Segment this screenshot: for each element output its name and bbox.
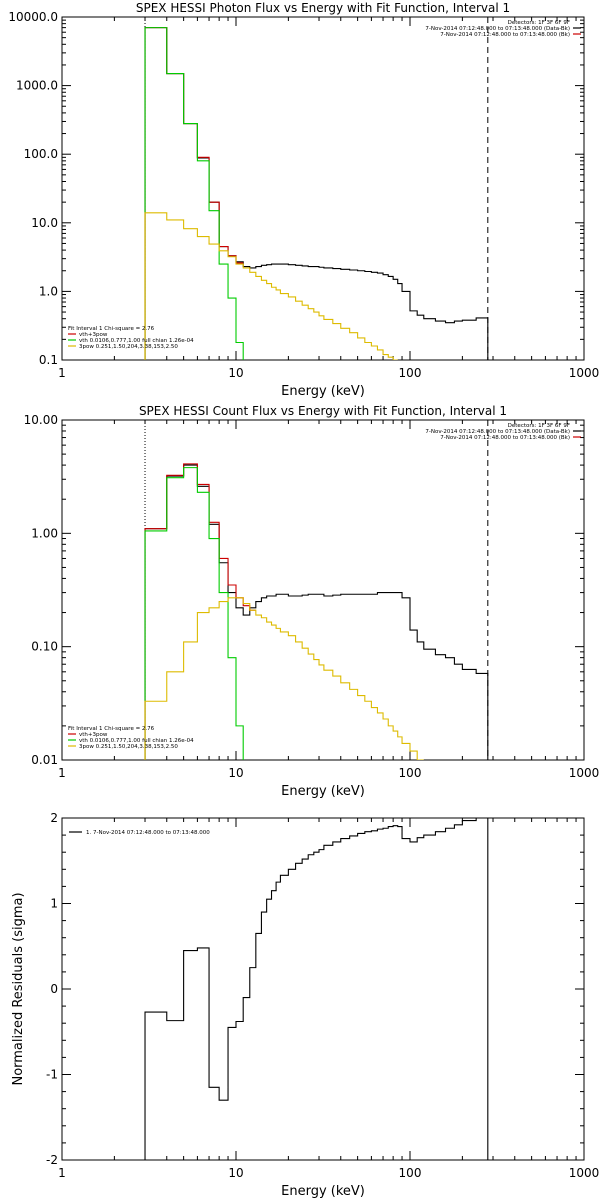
panel3-series-1-line	[144, 818, 489, 1160]
panel3-x-tick-label: 1	[58, 1166, 66, 1180]
panel2-series-1-line	[144, 464, 489, 760]
panel1-y-tick-label: 10.0	[31, 216, 58, 230]
panel1-x-tick-label: 100	[399, 366, 422, 380]
panel2-y-tick-label: 1.00	[31, 526, 58, 540]
panel1-y-tick-label: 1.0	[39, 284, 58, 298]
panel3-x-tick-label: 10	[228, 1166, 243, 1180]
panel2-legend-bl-entry: vth 0.0106,0.777,1.00 full chian 1.26e-0…	[79, 738, 194, 744]
panel1-legend-tr-entry: 7-Nov-2014 07:12:48.000 to 07:13:48.000 …	[440, 32, 570, 38]
panel2-plot-frame	[61, 419, 585, 761]
panel2-legend-bl-entry: 3pow 0.251,1.50,204,3.38,153,2.50	[79, 744, 178, 750]
panel1-plot-frame	[61, 16, 585, 361]
panel3-y-tick-label: 2	[50, 811, 58, 825]
panel2-y-tick-label: 0.01	[31, 753, 58, 767]
panel2-x-tick-label: 1	[58, 766, 66, 780]
panel3-y-tick-label: 1	[50, 897, 58, 911]
panel1-legend-bl-entry: vth 0.0106,0.777,1.00 full chian 1.26e-0…	[79, 338, 194, 344]
panel2-legend-tr-entry: 7-Nov-2014 07:12:48.000 to 07:13:48.000 …	[440, 435, 570, 441]
panel2-x-tick-label: 1000	[569, 766, 600, 780]
panel1-series-4-line	[144, 212, 398, 360]
panel3-y-tick-label: 0	[50, 982, 58, 996]
panel3-x-tick-label: 1000	[569, 1166, 600, 1180]
panel1-y-tick-label: 1000.0	[16, 79, 58, 93]
panel2-x-tick-label: 100	[399, 766, 422, 780]
panel1-y-tick-label: 0.1	[39, 353, 58, 367]
panel2-legend-bl-entry: vth+3pow	[79, 732, 108, 738]
panel1-legend-bl-entry: vth+3pow	[79, 332, 108, 338]
panel2-series-3-line	[144, 467, 244, 760]
panel3-plot-frame	[61, 817, 585, 1161]
panel2-x-axis-label: Energy (keV)	[281, 784, 365, 799]
panel2-legend-tr-entry: Detectors: 1F 3F 6F 9F	[508, 423, 570, 429]
panel2-legend-tr-entry: 7-Nov-2014 07:12:48.000 to 07:13:48.000 …	[425, 429, 570, 435]
panel2-x-tick-label: 10	[228, 766, 243, 780]
panel1-y-tick-label: 100.0	[24, 147, 58, 161]
panel1-legend-bl-entry: Fit Interval 1 Chi-square = 2.76	[68, 326, 155, 332]
panel2-y-tick-label: 10.00	[24, 413, 58, 427]
panel1-legend-tr-entry: Detectors: 1F 3F 6F 9F	[508, 20, 570, 26]
panel2-y-tick-label: 0.10	[31, 640, 58, 654]
panel2-legend-bl-entry: Fit Interval 1 Chi-square = 2.76	[68, 726, 155, 732]
panel3-y-tick-label: -2	[46, 1153, 58, 1167]
panel3-y-tick-label: -1	[46, 1068, 58, 1082]
panel1-x-axis-label: Energy (keV)	[281, 384, 365, 399]
panel1-x-tick-label: 10	[228, 366, 243, 380]
panel1-legend-bl-entry: 3pow 0.251,1.50,204,3.38,153,2.50	[79, 344, 178, 350]
panel3-y-axis-label: Normalized Residuals (sigma)	[11, 892, 26, 1085]
panel1-series-3-line	[144, 27, 244, 360]
panel1-chart-title: SPEX HESSI Photon Flux vs Energy with Fi…	[136, 1, 510, 15]
panel3-x-axis-label: Energy (keV)	[281, 1184, 365, 1199]
panel2-series-4-line	[144, 597, 424, 760]
panel1-x-tick-label: 1	[58, 366, 66, 380]
panel3-legend-tl-entry: 1. 7-Nov-2014 07:12:48.000 to 07:13:48.0…	[86, 830, 210, 836]
panel1-legend-tr-entry: 7-Nov-2014 07:12:48.000 to 07:13:48.000 …	[425, 26, 570, 32]
panel2-chart-title: SPEX HESSI Count Flux vs Energy with Fit…	[139, 404, 507, 418]
panel1-x-tick-label: 1000	[569, 366, 600, 380]
panel3-x-tick-label: 100	[399, 1166, 422, 1180]
panel1-series-2-line	[144, 27, 244, 360]
panel1-y-tick-label: 10000.0	[8, 10, 58, 24]
